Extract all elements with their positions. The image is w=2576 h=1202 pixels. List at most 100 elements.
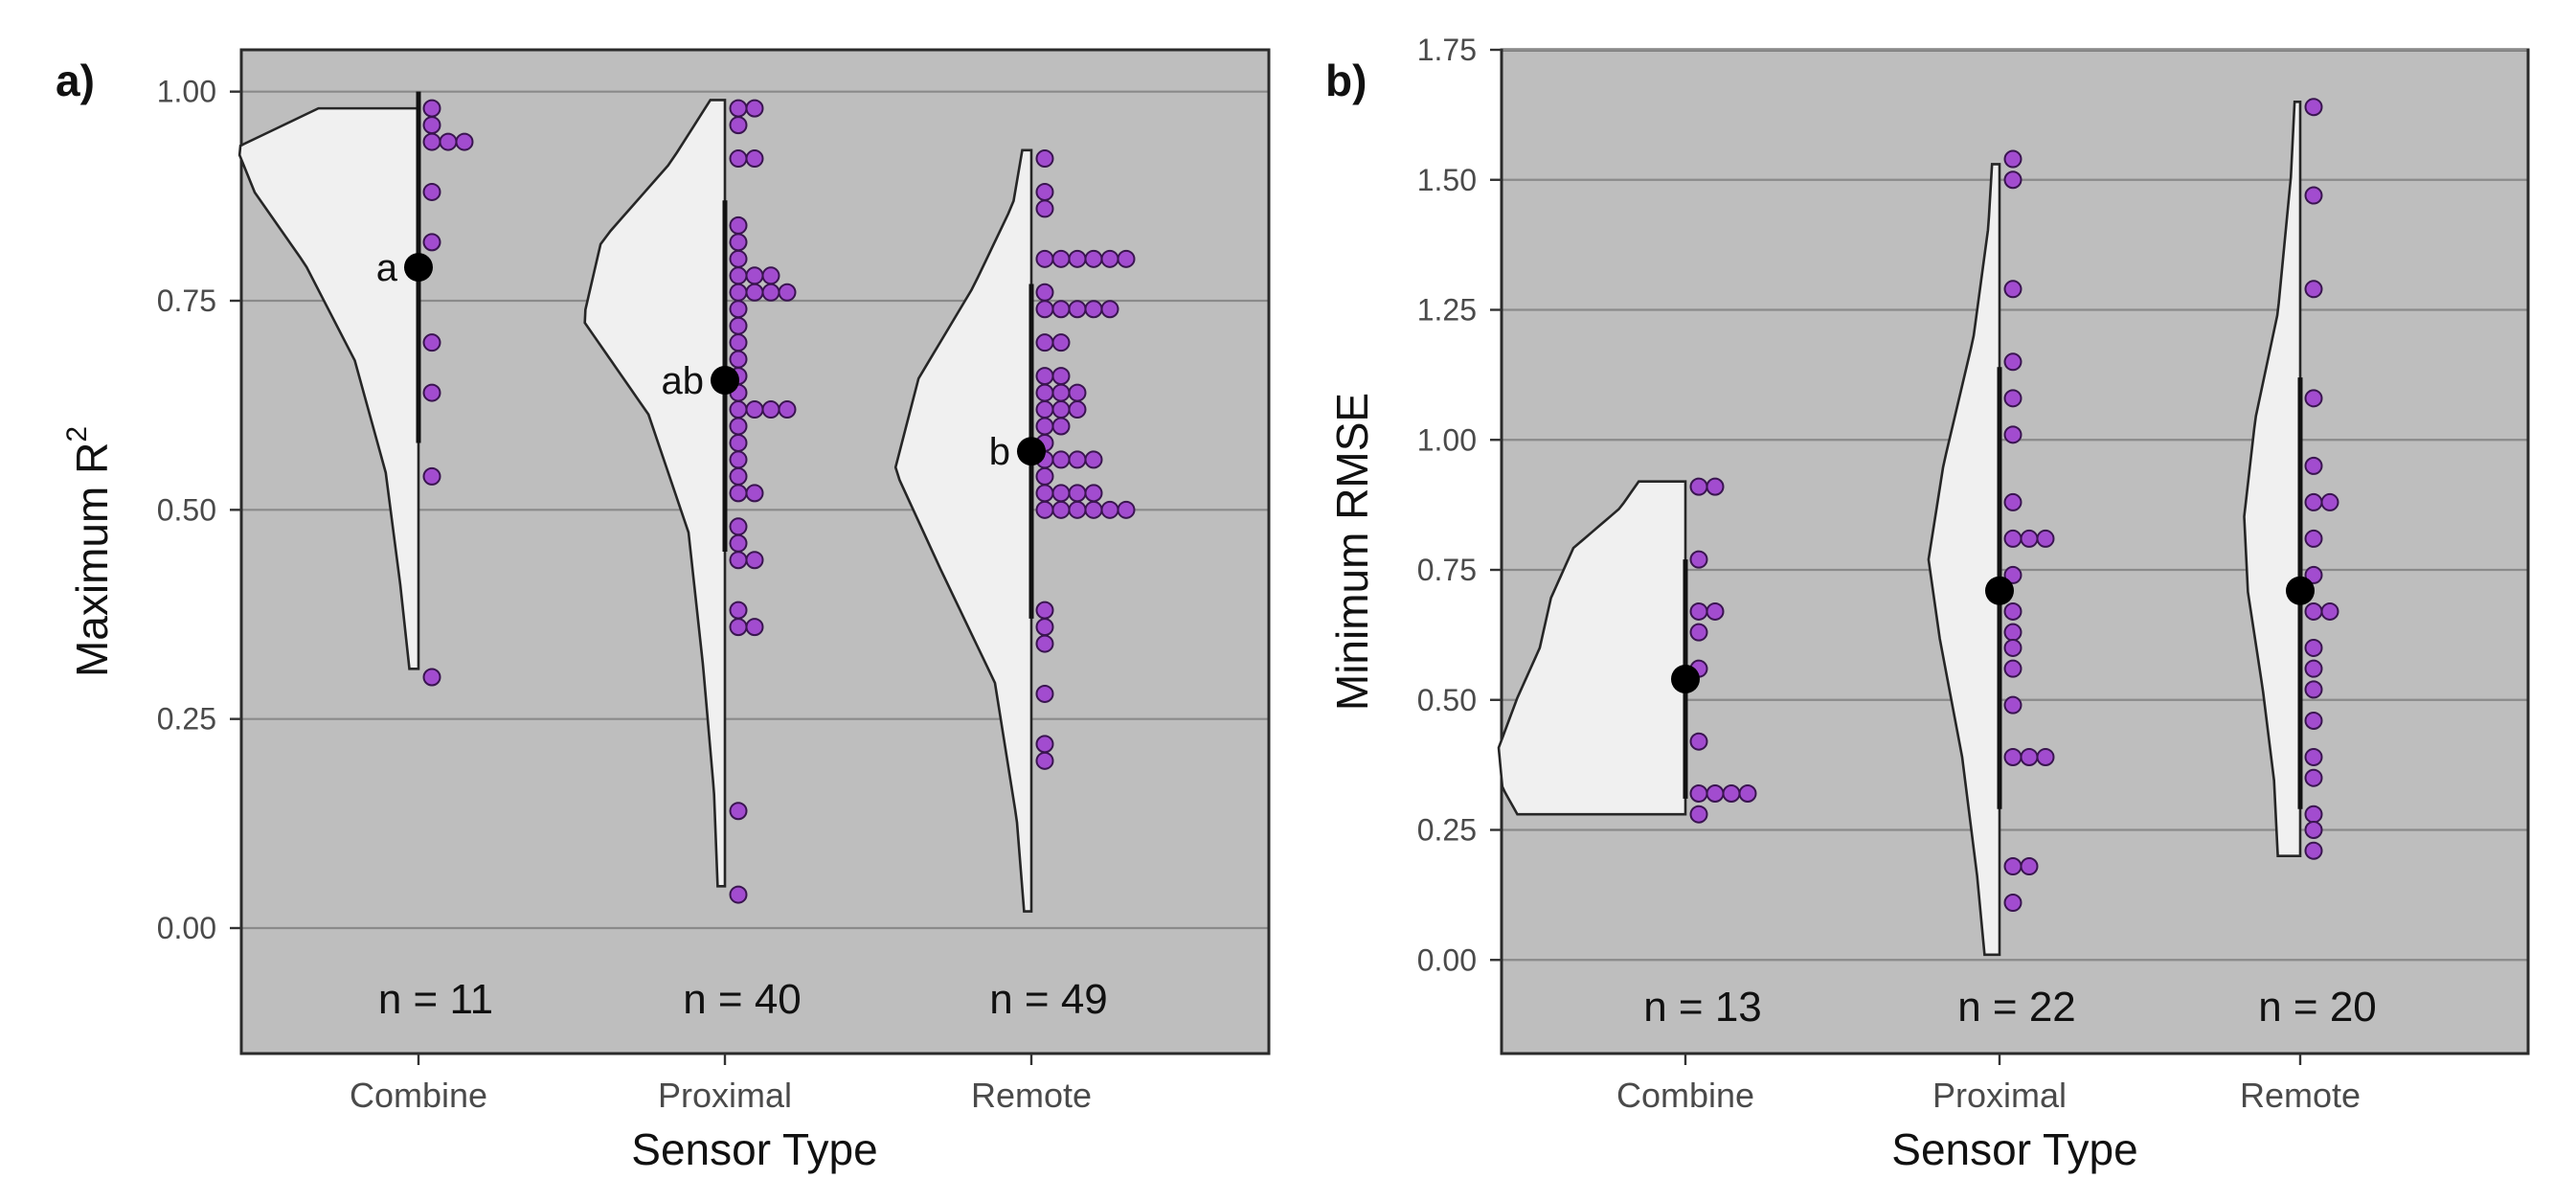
panel-a-data-point bbox=[729, 551, 748, 570]
panel-a-data-point bbox=[729, 601, 748, 620]
panel-a-x-tick-label: Remote bbox=[971, 1076, 1092, 1115]
panel-b-data-point bbox=[2003, 425, 2022, 444]
panel-b-data-point bbox=[2304, 565, 2323, 584]
panel-b-data-point bbox=[2003, 149, 2022, 169]
panel-a-data-point bbox=[422, 182, 441, 201]
panel-b-data-point bbox=[2304, 492, 2323, 511]
panel-a-data-point bbox=[729, 433, 748, 452]
panel-a-data-point bbox=[1035, 182, 1054, 201]
panel-a-data-point bbox=[778, 283, 797, 302]
panel-a-data-point bbox=[422, 466, 441, 486]
panel-b-violin-remote bbox=[2243, 101, 2302, 857]
panel-b-violins: n = 13 n = 22 n = 20 bbox=[1497, 98, 2377, 1031]
panel-b-data-point bbox=[1738, 783, 1757, 803]
panel-b-data-point bbox=[1689, 550, 1708, 569]
panel-a-label: a) bbox=[56, 56, 95, 105]
panel-a-data-point bbox=[1035, 601, 1054, 620]
panel-b-data-point bbox=[1706, 477, 1725, 496]
panel-b-data-point bbox=[2304, 805, 2323, 824]
panel-a-data-point bbox=[729, 466, 748, 486]
panel-b-x-tick-label: Remote bbox=[2240, 1076, 2361, 1115]
panel-a-data-point bbox=[1068, 249, 1087, 268]
panel-b-data-point bbox=[2304, 186, 2323, 205]
panel-a-data-point bbox=[729, 266, 748, 285]
panel-a-data-point bbox=[729, 484, 748, 503]
panel-a-x-tick-label: Combine bbox=[350, 1076, 487, 1115]
panel-b-data-point bbox=[2003, 659, 2022, 678]
panel-a: 0.00 0.25 0.50 0.75 1.00 Combine Proximal Remot… bbox=[56, 48, 1271, 1174]
panel-a-data-point bbox=[455, 132, 474, 151]
panel-a-data-point bbox=[1035, 684, 1054, 703]
panel-b-data-point bbox=[2003, 747, 2022, 766]
panel-b: 0.00 0.25 0.50 0.75 1.00 1.25 1.50 1.75 Combine P… bbox=[1325, 33, 2530, 1174]
panel-a-data-point bbox=[1035, 417, 1054, 436]
panel-b-data-point bbox=[1722, 783, 1741, 803]
panel-b-data-point bbox=[2003, 601, 2022, 621]
panel-a-data-point bbox=[745, 618, 764, 637]
panel-b-x-tick-label: Combine bbox=[1616, 1076, 1754, 1115]
panel-a-mean-point-proximal bbox=[711, 365, 739, 395]
panel-b-data-point bbox=[2320, 492, 2339, 511]
panel-b-data-point bbox=[2304, 680, 2323, 699]
panel-a-data-point bbox=[1117, 500, 1136, 519]
panel-b-data-point bbox=[2003, 894, 2022, 913]
panel-a-data-point bbox=[1100, 249, 1119, 268]
panel-a-data-point bbox=[422, 233, 441, 252]
panel-a-data-point bbox=[729, 249, 748, 268]
panel-a-data-point bbox=[1068, 484, 1087, 503]
panel-a-sample-size-label: n = 40 bbox=[683, 976, 802, 1023]
panel-a-data-point bbox=[729, 618, 748, 637]
panel-b-data-point bbox=[2003, 529, 2022, 548]
panel-a-data-point bbox=[729, 400, 748, 420]
panel-a-y-axis: 0.00 0.25 0.50 0.75 1.00 Combine Proximal Remot… bbox=[157, 75, 1092, 1115]
panel-a-data-point bbox=[422, 132, 441, 151]
panel-b-data-point bbox=[2036, 747, 2055, 766]
panel-b-data-point bbox=[2304, 98, 2323, 117]
panel-a-x-tick-label: Proximal bbox=[658, 1076, 792, 1115]
panel-b-data-point bbox=[2003, 695, 2022, 714]
panel-a-y-tick-label: 1.00 bbox=[157, 75, 216, 109]
panel-a-data-point bbox=[1035, 466, 1054, 486]
panel-a-y-axis-title-main: Maximum R bbox=[67, 442, 117, 677]
panel-b-data-point bbox=[1689, 601, 1708, 621]
panel-a-data-point bbox=[1051, 400, 1071, 420]
panel-a-data-point bbox=[745, 400, 764, 420]
panel-a-data-point bbox=[729, 149, 748, 169]
panel-a-data-point bbox=[439, 132, 458, 151]
panel-b-sample-size-label: n = 13 bbox=[1643, 984, 1762, 1031]
panel-b-data-point bbox=[2304, 841, 2323, 860]
panel-a-data-point bbox=[729, 316, 748, 335]
panel-b-data-point bbox=[2320, 601, 2339, 621]
panel-a-data-point bbox=[729, 350, 748, 369]
panel-a-data-point bbox=[729, 99, 748, 118]
panel-b-label: b) bbox=[1325, 56, 1367, 105]
panel-a-data-point bbox=[1035, 367, 1054, 386]
panel-a-data-point bbox=[1035, 735, 1054, 754]
panel-a-data-point bbox=[1051, 300, 1071, 319]
panel-a-data-point bbox=[1035, 618, 1054, 637]
panel-a-y-axis-title: Maximum R2 bbox=[61, 426, 117, 677]
panel-b-data-point bbox=[2304, 821, 2323, 840]
panel-a-data-point bbox=[1084, 450, 1103, 469]
panel-a-data-point bbox=[778, 400, 797, 420]
panel-b-y-tick-label: 0.25 bbox=[1417, 813, 1477, 848]
panel-b-sample-size-label: n = 22 bbox=[1957, 984, 2076, 1031]
panel-a-data-point bbox=[745, 99, 764, 118]
panel-a-violins: a n = 11 ab n = 40 b n = 49 bbox=[237, 91, 1136, 1023]
panel-b-data-point bbox=[2020, 529, 2039, 548]
panel-b-data-point bbox=[2304, 711, 2323, 730]
panel-b-y-tick-label: 1.00 bbox=[1417, 422, 1477, 457]
panel-a-data-point bbox=[422, 383, 441, 402]
panel-b-data-point bbox=[2304, 638, 2323, 657]
panel-b-data-point bbox=[1706, 783, 1725, 803]
panel-a-data-point bbox=[422, 116, 441, 135]
panel-a-violin-remote bbox=[893, 148, 1033, 913]
panel-b-data-point bbox=[2003, 280, 2022, 299]
panel-a-data-point bbox=[1068, 400, 1087, 420]
panel-b-data-point bbox=[1689, 732, 1708, 751]
panel-a-y-tick-label: 0.00 bbox=[157, 911, 216, 945]
panel-b-mean-point-proximal bbox=[1985, 576, 2014, 605]
panel-b-violin-combine bbox=[1497, 480, 1687, 816]
panel-b-data-point bbox=[2304, 768, 2323, 787]
